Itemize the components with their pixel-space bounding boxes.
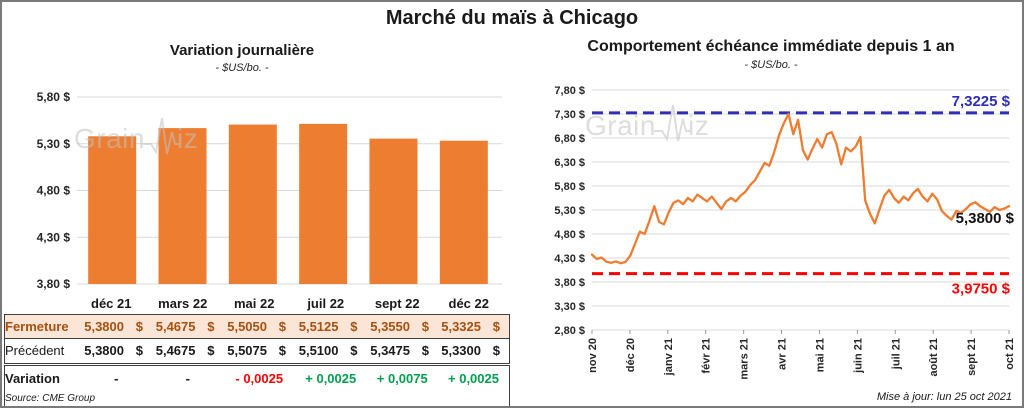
svg-text:févr 21: févr 21 — [701, 338, 713, 373]
value-cell: 5,3800 $ — [80, 313, 152, 339]
svg-text:3,80 $: 3,80 $ — [554, 277, 585, 289]
svg-text:7,30 $: 7,30 $ — [554, 109, 585, 121]
column-header: sept 22 — [374, 295, 420, 311]
svg-text:mai 21: mai 21 — [814, 338, 826, 372]
svg-text:juin 21: juin 21 — [852, 338, 864, 374]
svg-text:août 21: août 21 — [928, 338, 940, 377]
value-cell: - — [185, 370, 190, 386]
table-header-row: déc 21 mars 22 mai 22 juil 22 sept 22 déc 22 — [5, 293, 510, 314]
svg-text:mars 21: mars 21 — [739, 338, 751, 380]
price-series — [590, 112, 1011, 265]
line-chart-subtitle: - $US/bo. - — [744, 59, 798, 71]
row-label: Variation — [4, 364, 81, 391]
svg-text:déc 20: déc 20 — [625, 338, 637, 372]
svg-text:3,30 $: 3,30 $ — [554, 301, 585, 313]
svg-text:5,30 $: 5,30 $ — [37, 137, 71, 151]
value-cell: 5,5125 $ — [295, 313, 367, 339]
price-table: déc 21 mars 22 mai 22 juil 22 sept 22 déc 22 F… — [4, 293, 510, 406]
svg-text:nov 20: nov 20 — [587, 338, 599, 373]
bar-mai 22 — [228, 124, 277, 284]
table-row-prev: Précédent 5,3800 $5,4675 $5,5075 $5,5100 $5,3… — [4, 338, 510, 366]
svg-text:4,80 $: 4,80 $ — [37, 184, 71, 198]
column-header: déc 21 — [91, 295, 132, 311]
value-cell: - — [114, 370, 119, 386]
value-cell: - 0,0025 — [235, 370, 284, 386]
svg-text:6,80 $: 6,80 $ — [554, 133, 585, 145]
value-cell: + 0,0025 — [438, 364, 510, 391]
source-row: Source: CME Group — [4, 391, 510, 406]
svg-text:oct 21: oct 21 — [1004, 338, 1016, 370]
value-cell: + 0,0025 — [305, 370, 357, 386]
table-row-var: Variation - - - 0,0025 + 0,0025 + 0,0075 + 0,0… — [4, 364, 510, 391]
page-title: Marché du maïs à Chicago — [385, 7, 639, 29]
column-header: mars 22 — [158, 295, 208, 311]
svg-text:4,30 $: 4,30 $ — [554, 253, 585, 265]
value-cell: 5,3300 $ — [438, 338, 510, 366]
svg-text:4,30 $: 4,30 $ — [37, 230, 71, 244]
table-row-close: Fermeture 5,3800 $5,4675 $5,5050 $5,5125 $5,3… — [4, 313, 510, 339]
svg-text:7,80 $: 7,80 $ — [554, 85, 585, 97]
value-cell: + 0,0075 — [376, 370, 428, 386]
value-cell: 5,3800 $ — [80, 338, 152, 366]
svg-text:sept 21: sept 21 — [966, 338, 978, 376]
line-chart: 7,80 $ 7,30 $ 6,80 $ 6,30 $ 5,80 $ 5,30 $ 4,80… — [554, 85, 1016, 380]
value-cell: 5,3550 $ — [366, 313, 438, 339]
bar-déc 22 — [439, 140, 488, 284]
column-header — [5, 293, 81, 314]
bar-sept 22 — [369, 138, 418, 284]
bar-chart: 5,80 $ 5,30 $ 4,80 $ 4,30 $ 3,80 $ — [37, 90, 502, 291]
bar-juil 22 — [299, 123, 348, 284]
value-cell: 5,5050 $ — [223, 313, 295, 339]
svg-text:3,80 $: 3,80 $ — [37, 277, 71, 291]
column-header: mai 22 — [234, 295, 275, 311]
line-chart-title: Comportement échéance immédiate depuis 1… — [587, 38, 955, 55]
svg-text:6,30 $: 6,30 $ — [554, 157, 585, 169]
bar-mars 22 — [158, 128, 207, 284]
reference-line-label: 3,9750 $ — [952, 281, 1011, 298]
column-header: juil 22 — [307, 295, 345, 311]
svg-text:avr 21: avr 21 — [777, 338, 789, 370]
reference-line-label: 7,3225 $ — [952, 93, 1011, 110]
svg-text:5,80 $: 5,80 $ — [37, 90, 71, 104]
bar-chart-subtitle: - $US/bo. - — [215, 62, 269, 74]
value-cell: 5,3325 $ — [438, 313, 510, 339]
svg-text:4,80 $: 4,80 $ — [554, 229, 585, 241]
value-cell: 5,5100 $ — [295, 338, 367, 366]
svg-text:5,80 $: 5,80 $ — [554, 181, 585, 193]
column-header: déc 22 — [448, 295, 489, 311]
row-label: Précédent — [4, 338, 81, 366]
value-cell: 5,4675 $ — [152, 338, 224, 366]
source-note: Source: CME Group — [4, 391, 510, 406]
svg-text:janv 21: janv 21 — [663, 338, 675, 376]
bar-chart-title: Variation journalière — [169, 42, 315, 59]
value-cell: 5,3475 $ — [366, 338, 438, 366]
svg-text:juil 21: juil 21 — [890, 338, 902, 370]
row-label: Fermeture — [4, 313, 81, 339]
bar-déc 21 — [88, 136, 137, 284]
svg-text:5,30 $: 5,30 $ — [554, 205, 585, 217]
last-updated-note: Mise à jour: lun 25 oct 2021 — [876, 391, 1012, 403]
svg-text:2,80 $: 2,80 $ — [554, 325, 585, 337]
value-cell: 5,4675 $ — [152, 313, 224, 339]
last-value-label: 5,3800 $ — [956, 210, 1015, 227]
value-cell: 5,5075 $ — [223, 338, 295, 366]
